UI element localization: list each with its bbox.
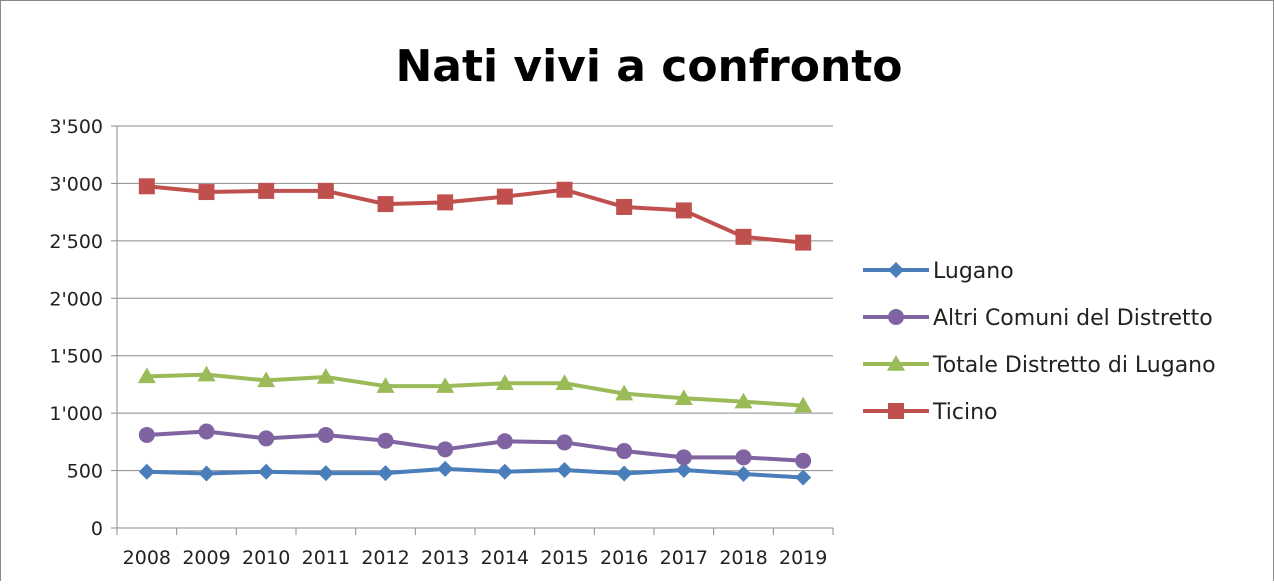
legend: Lugano Altri Comuni del Distretto Totale D… <box>863 259 1216 425</box>
x-tick-label: 2015 <box>540 547 588 569</box>
legend-item-altri-comuni-del-distretto: Altri Comuni del Distretto <box>863 306 1213 331</box>
data-point-altri-comuni-del-distretto <box>675 449 692 466</box>
y-tick-label: 0 <box>91 518 103 540</box>
series-totale-distretto-di-lugano <box>137 365 813 413</box>
data-point-ticino <box>675 202 692 219</box>
legend-item-lugano: Lugano <box>863 259 1014 284</box>
x-tick-label: 2014 <box>481 547 529 569</box>
data-point-ticino <box>616 198 633 215</box>
x-tick-label: 2016 <box>600 547 648 569</box>
data-point-totale-distretto-di-lugano <box>376 377 395 393</box>
data-point-totale-distretto-di-lugano <box>316 367 335 384</box>
data-point-totale-distretto-di-lugano <box>734 392 753 409</box>
x-tick-label: 2011 <box>302 547 350 569</box>
data-point-lugano <box>556 461 573 478</box>
data-point-totale-distretto-di-lugano <box>436 377 455 393</box>
series-line-ticino <box>146 184 804 245</box>
data-point-ticino <box>317 182 334 199</box>
data-point-lugano <box>675 461 692 478</box>
data-point-lugano <box>138 463 155 480</box>
x-tick-label: 2013 <box>421 547 469 569</box>
y-tick-label: 2'000 <box>49 288 103 310</box>
data-point-ticino <box>795 234 812 251</box>
legend-label: Lugano <box>933 259 1014 284</box>
x-tick-label: 2019 <box>779 547 827 569</box>
data-point-altri-comuni-del-distretto <box>616 443 633 460</box>
y-tick-label: 3'500 <box>49 116 103 138</box>
data-point-altri-comuni-del-distretto <box>437 441 454 458</box>
data-point-lugano <box>258 463 275 480</box>
series-line-altri-comuni-del-distretto <box>146 429 804 463</box>
series-altri-comuni-del-distretto <box>138 423 812 469</box>
data-point-ticino <box>735 228 752 245</box>
data-point-altri-comuni-del-distretto <box>198 423 215 440</box>
data-point-ticino <box>258 182 275 199</box>
data-point-lugano <box>616 465 633 482</box>
data-point-totale-distretto-di-lugano <box>197 365 216 382</box>
series-line-lugano <box>146 466 804 480</box>
legend-label: Ticino <box>932 400 998 425</box>
data-point-lugano <box>437 460 454 477</box>
data-point-ticino <box>138 178 155 195</box>
y-tick-label: 3'000 <box>49 173 103 195</box>
legend-item-ticino: Ticino <box>863 400 998 425</box>
y-tick-label: 500 <box>67 461 103 483</box>
data-point-ticino <box>437 194 454 211</box>
data-point-lugano <box>496 463 513 480</box>
legend-marker-altri-comuni-del-distretto <box>888 309 904 325</box>
series-lines <box>137 178 813 486</box>
axes: 0 500 1'000 1'500 2'000 2'500 3'000 3'500 2008 20… <box>49 116 834 569</box>
data-point-altri-comuni-del-distretto <box>138 426 155 443</box>
data-point-ticino <box>198 184 215 201</box>
data-point-totale-distretto-di-lugano <box>495 374 514 391</box>
data-point-totale-distretto-di-lugano <box>555 374 574 391</box>
legend-marker-totale-distretto-di-lugano <box>887 355 905 371</box>
data-point-totale-distretto-di-lugano <box>257 371 276 388</box>
series-ticino <box>138 178 812 251</box>
data-point-altri-comuni-del-distretto <box>735 449 752 466</box>
data-point-ticino <box>556 181 573 198</box>
y-tick-label: 1'000 <box>49 403 103 425</box>
chart-title: Nati vivi a confronto <box>395 41 902 92</box>
gridlines <box>117 125 833 472</box>
legend-label: Altri Comuni del Distretto <box>933 306 1213 331</box>
series-line-totale-distretto-di-lugano <box>146 372 804 408</box>
x-tick-label: 2018 <box>719 547 767 569</box>
series-lugano <box>138 460 812 486</box>
data-point-ticino <box>496 188 513 205</box>
data-point-totale-distretto-di-lugano <box>137 367 156 384</box>
data-point-altri-comuni-del-distretto <box>496 433 513 450</box>
legend-marker-lugano <box>888 262 904 278</box>
data-point-lugano <box>198 465 215 482</box>
data-point-totale-distretto-di-lugano <box>674 389 693 405</box>
x-tick-label: 2012 <box>361 547 409 569</box>
x-tick-label: 2009 <box>182 547 230 569</box>
legend-marker-ticino <box>888 403 904 419</box>
y-tick-label: 1'500 <box>49 346 103 368</box>
x-tick-label: 2017 <box>660 547 708 569</box>
data-point-lugano <box>795 469 812 486</box>
data-point-totale-distretto-di-lugano <box>615 384 634 401</box>
data-point-lugano <box>377 465 394 482</box>
y-tick-label: 2'500 <box>49 231 103 253</box>
data-point-totale-distretto-di-lugano <box>794 396 813 413</box>
data-point-ticino <box>377 196 394 213</box>
data-point-lugano <box>317 465 334 482</box>
data-point-altri-comuni-del-distretto <box>377 432 394 449</box>
x-tick-label: 2010 <box>242 547 290 569</box>
legend-item-totale-distretto-di-lugano: Totale Distretto di Lugano <box>863 353 1216 378</box>
data-point-altri-comuni-del-distretto <box>795 452 812 469</box>
data-point-altri-comuni-del-distretto <box>317 426 334 443</box>
x-tick-label: 2008 <box>123 547 171 569</box>
data-point-altri-comuni-del-distretto <box>258 430 275 447</box>
data-point-altri-comuni-del-distretto <box>556 434 573 451</box>
legend-label: Totale Distretto di Lugano <box>932 353 1216 378</box>
data-point-lugano <box>735 466 752 483</box>
